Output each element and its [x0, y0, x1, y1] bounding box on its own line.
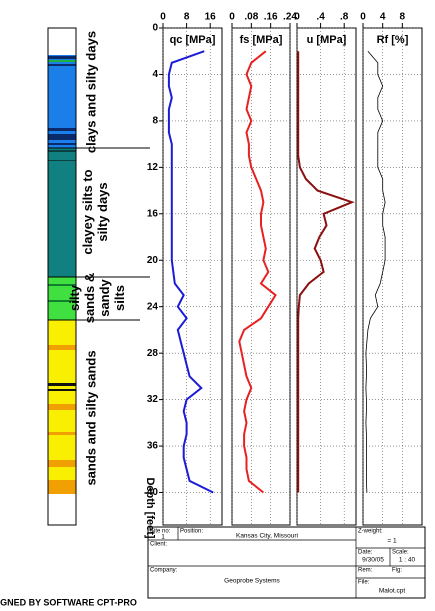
y-tick-label: 32 [147, 394, 159, 405]
data-line [365, 50, 386, 493]
title-block-text: File: [358, 580, 370, 586]
y-tick-label: 8 [152, 116, 158, 127]
data-line [167, 50, 214, 494]
y-axis-label: Depth [feet] [144, 477, 156, 538]
x-tick-label: .8 [340, 12, 349, 23]
x-tick-label: 4 [380, 12, 386, 23]
soil-label: clayey silts to [80, 169, 95, 254]
panel-frame [296, 27, 357, 526]
y-tick-label: 36 [147, 441, 159, 452]
y-tick-label: 4 [152, 69, 158, 80]
panel-frame [362, 27, 423, 526]
soil-label: sands and silty sands [83, 350, 98, 485]
x-tick-label: .16 [264, 12, 278, 23]
title-block-text: 1 [161, 534, 165, 541]
data-line [238, 50, 277, 494]
y-tick-label: 40 [147, 487, 159, 498]
x-tick-label: 0 [160, 12, 166, 23]
soil-label: silty [67, 284, 82, 311]
soil-label: silty days [95, 182, 110, 241]
title-block-text: = 1 [387, 538, 397, 545]
title-block-text: 9/30/05 [362, 557, 384, 564]
title-block-text: Position: [180, 529, 203, 535]
x-tick-label: 16 [205, 12, 217, 23]
soil-column [47, 27, 150, 526]
x-tick-label: 0 [229, 12, 235, 23]
panel-title: Rf [%] [377, 34, 409, 46]
title-block-text: Geoprobe Systems [224, 578, 280, 585]
panel-frame [231, 27, 291, 526]
x-tick-label: 8 [184, 12, 190, 23]
x-tick-label: 0 [294, 12, 300, 23]
soil-label: clays and silty days [83, 31, 98, 153]
y-tick-label: 16 [147, 208, 159, 219]
x-tick-label: .08 [244, 12, 258, 23]
title-block-text: Kansas City, Missouri [236, 533, 298, 540]
title-block-frame [147, 526, 426, 599]
footer: DESIGNED BY SOFTWARE CPT-PRO [0, 597, 137, 607]
x-tick-label: .4 [316, 12, 325, 23]
y-tick-label: 20 [147, 255, 159, 266]
panel-frame [162, 27, 223, 526]
title-block-text: Fig: [392, 568, 402, 574]
x-tick-label: .24 [283, 12, 297, 23]
data-line [297, 51, 355, 493]
soil-label: sandy [97, 278, 112, 316]
soil-label: sands & [82, 273, 97, 324]
panel-title: fs [MPa] [240, 34, 283, 46]
panel-title: qc [MPa] [170, 34, 216, 46]
y-tick-label: 28 [147, 348, 159, 359]
title-block-text: Rem: [358, 568, 373, 574]
y-tick-label: 0 [152, 23, 158, 34]
title-block-text: Malot.cpt [379, 588, 406, 595]
title-block-text: Scale: [392, 550, 409, 556]
title-block-text: Z-weight: [358, 529, 383, 535]
x-tick-label: 8 [400, 12, 406, 23]
x-tick-label: 0 [360, 12, 366, 23]
title-block-text: Company: [150, 568, 178, 574]
title-block-text: Site no: [150, 529, 171, 535]
soil-label: silts [112, 285, 127, 311]
title-block-text: Client: [150, 542, 167, 548]
title-block: Site no:1 Position: Kansas City, Missouri Z… [147, 526, 426, 599]
y-tick-label: 24 [147, 301, 159, 312]
panel-title: u [MPa] [307, 34, 347, 46]
title-block-text: 1 : 40 [399, 557, 416, 564]
title-block-text: Date: [358, 550, 373, 556]
y-tick-label: 12 [147, 162, 159, 173]
